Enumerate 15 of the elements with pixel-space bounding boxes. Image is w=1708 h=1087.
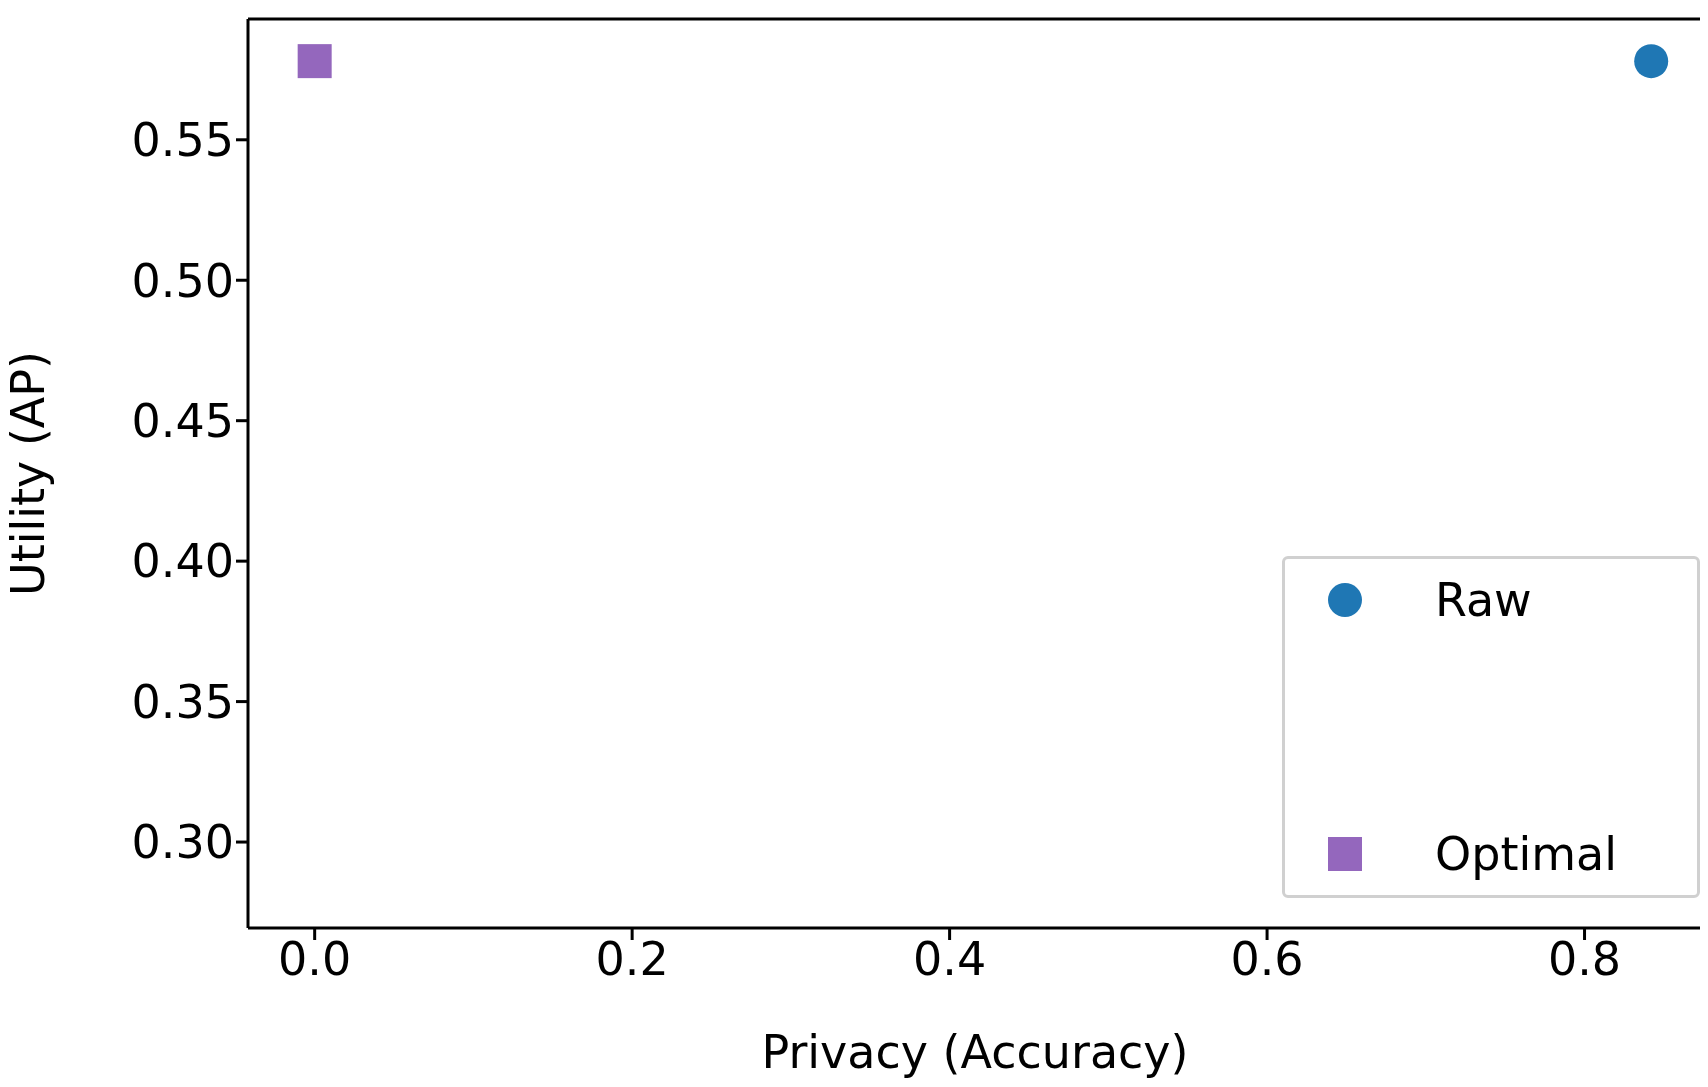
y-tick-label: 0.50 xyxy=(131,253,234,308)
y-tick-label: 0.35 xyxy=(131,674,234,729)
legend-label: Raw xyxy=(1434,573,1532,627)
y-tick-label: 0.45 xyxy=(131,394,234,449)
x-tick-label: 0.2 xyxy=(595,931,669,986)
legend-label: Optimal xyxy=(1434,827,1617,881)
x-tick-label: 0.8 xyxy=(1547,931,1622,986)
y-tick-label: 0.55 xyxy=(131,113,234,168)
y-axis-title: Utility (AP) xyxy=(1,350,56,597)
y-tick-label: 0.40 xyxy=(131,534,234,589)
x-axis-title: Privacy (Accuracy) xyxy=(761,1025,1189,1079)
x-tick-label: 0.4 xyxy=(913,931,987,986)
x-tick-label: 0.0 xyxy=(278,931,352,986)
y-tick-label: 0.30 xyxy=(131,815,234,870)
x-tick-label: 0.6 xyxy=(1230,931,1304,986)
